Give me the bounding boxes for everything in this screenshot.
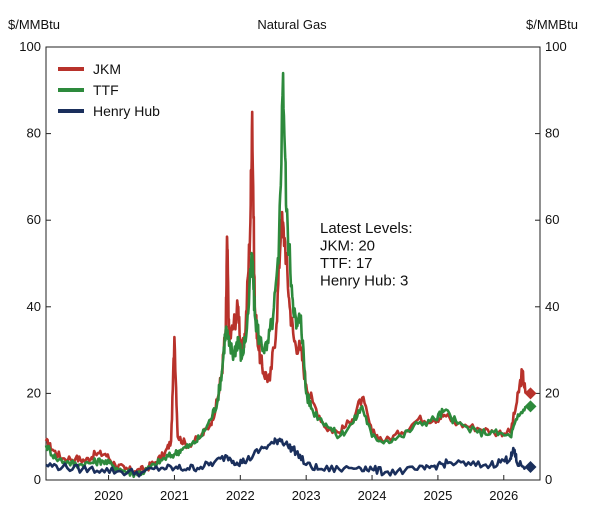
series-line-ttf [44,71,527,479]
annotation-line: Henry Hub: 3 [320,273,408,290]
right-axis-unit-label: $/MMBtu [526,17,578,32]
legend-label-henry-hub: Henry Hub [93,103,160,119]
y-tick-label-left: 80 [27,126,41,141]
y-tick-label-left: 0 [34,472,41,487]
left-axis-unit-label: $/MMBtu [8,17,60,32]
y-tick-label-left: 40 [27,299,41,314]
latest-marker-jkm [524,387,537,400]
series-line-henry-hub [45,437,527,478]
annotation-line: TTF: 17 [320,255,373,272]
y-tick-label-right: 60 [545,212,559,227]
x-axis-ticks: 2020 2021 2022 2023 2024 2025 2026 [94,475,518,503]
series-latest-markers [524,387,537,474]
y-tick-label-left: 100 [19,39,41,54]
legend: JKM TTF Henry Hub [58,61,160,119]
y-tick-label-left: 20 [27,385,41,400]
x-tick-label: 2021 [160,488,189,503]
y-tick-label-right: 20 [545,385,559,400]
plot-border [45,46,541,481]
x-tick-label: 2023 [292,488,321,503]
latest-marker-ttf [524,400,537,413]
y-tick-label-left: 60 [27,212,41,227]
series-lines [44,71,527,479]
chart-title: Natural Gas [257,17,327,32]
y-tick-label-right: 0 [545,472,552,487]
y-tick-label-right: 80 [545,126,559,141]
annotation-line: Latest Levels: [320,220,413,237]
latest-marker-henry-hub [524,461,537,474]
y-tick-label-right: 100 [545,39,567,54]
x-tick-label: 2026 [489,488,518,503]
legend-label-jkm: JKM [93,61,121,77]
x-tick-label: 2022 [226,488,255,503]
x-tick-label: 2024 [358,488,387,503]
x-tick-label: 2020 [94,488,123,503]
y-axis-ticks: 0 0 20 20 40 40 60 60 80 80 100 100 [19,39,566,487]
annotation-line: JKM: 20 [320,238,375,255]
x-tick-label: 2025 [423,488,452,503]
y-tick-label-right: 40 [545,299,559,314]
legend-label-ttf: TTF [93,82,119,98]
plot-frame [45,46,541,481]
